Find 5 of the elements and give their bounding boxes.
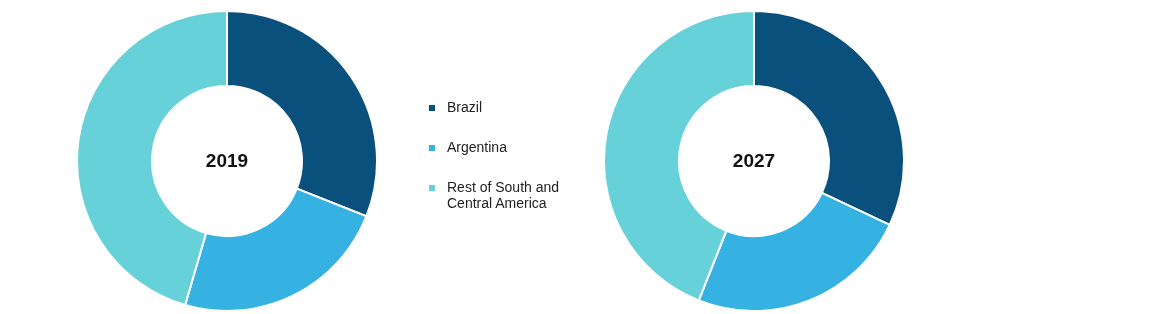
- legend-label: Argentina: [447, 139, 508, 155]
- legend-label: Rest of South and Central America: [447, 179, 560, 211]
- text: 2027: [732, 150, 776, 171]
- text: 2019: [205, 150, 249, 171]
- legend-label: Brazil: [447, 99, 483, 115]
